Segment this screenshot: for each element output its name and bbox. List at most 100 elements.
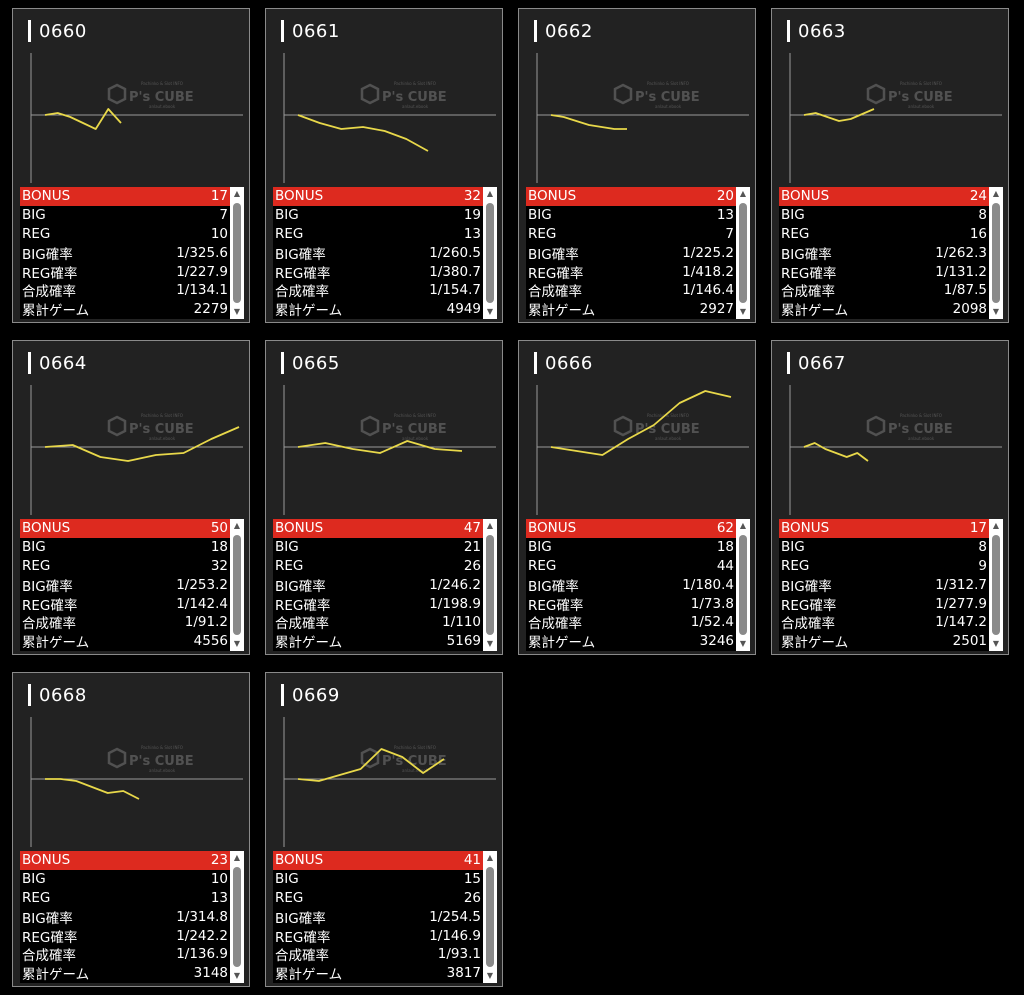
scroll-up-arrow-icon[interactable]: ▲ bbox=[992, 189, 1000, 198]
machine-card[interactable]: 0662 P's CUBE Pachinko & Slot INFO anlaut.e… bbox=[518, 8, 756, 323]
scroll-down-arrow-icon[interactable]: ▼ bbox=[486, 307, 494, 316]
header-accent-bar bbox=[281, 684, 284, 706]
scroll-down-arrow-icon[interactable]: ▼ bbox=[739, 307, 747, 316]
scroll-up-arrow-icon[interactable]: ▲ bbox=[233, 853, 241, 862]
bonus-row: BONUS 24 bbox=[779, 187, 989, 206]
machine-card[interactable]: 0661 P's CUBE Pachinko & Slot INFO anlaut.e… bbox=[265, 8, 503, 323]
svg-text:P's CUBE: P's CUBE bbox=[382, 90, 447, 105]
stat-row: BIG確率 1/254.5 bbox=[273, 907, 483, 927]
scroll-up-arrow-icon[interactable]: ▲ bbox=[739, 189, 747, 198]
scroll-thumb[interactable] bbox=[992, 535, 1000, 635]
scroll-thumb[interactable] bbox=[486, 867, 494, 967]
scroll-up-arrow-icon[interactable]: ▲ bbox=[486, 853, 494, 862]
stat-value: 1/227.9 bbox=[176, 263, 228, 280]
machine-card[interactable]: 0665 P's CUBE Pachinko & Slot INFO anlaut.e… bbox=[265, 340, 503, 655]
stat-value: 1/134.1 bbox=[176, 282, 228, 299]
stats-scrollbar[interactable]: ▲ ▼ bbox=[483, 851, 497, 983]
scroll-thumb[interactable] bbox=[233, 203, 241, 303]
machine-number: 0660 bbox=[39, 20, 87, 42]
svg-text:anlaut.ebook: anlaut.ebook bbox=[402, 436, 429, 441]
svg-text:P's CUBE: P's CUBE bbox=[635, 90, 700, 105]
stat-value: 62 bbox=[716, 520, 734, 537]
machine-card[interactable]: 0663 P's CUBE Pachinko & Slot INFO anlaut.e… bbox=[771, 8, 1009, 323]
scroll-thumb[interactable] bbox=[486, 203, 494, 303]
scroll-up-arrow-icon[interactable]: ▲ bbox=[486, 521, 494, 530]
scroll-down-arrow-icon[interactable]: ▼ bbox=[486, 971, 494, 980]
stat-row: REG 7 bbox=[526, 225, 736, 244]
header-accent-bar bbox=[534, 20, 537, 42]
header-accent-bar bbox=[28, 20, 31, 42]
stat-row: BIG確率 1/253.2 bbox=[20, 575, 230, 595]
stat-row: BIG 10 bbox=[20, 870, 230, 889]
slump-graph: P's CUBE Pachinko & Slot INFO anlaut.ebook bbox=[29, 381, 245, 519]
machine-card[interactable]: 0666 P's CUBE Pachinko & Slot INFO anlaut.e… bbox=[518, 340, 756, 655]
scroll-thumb[interactable] bbox=[233, 535, 241, 635]
stat-label: REG確率 bbox=[781, 265, 837, 282]
scroll-down-arrow-icon[interactable]: ▼ bbox=[233, 307, 241, 316]
stat-value: 2279 bbox=[193, 301, 228, 318]
bonus-row: BONUS 17 bbox=[20, 187, 230, 206]
machine-card[interactable]: 0669 P's CUBE Pachinko & Slot INFO anlaut.e… bbox=[265, 672, 503, 987]
header-accent-bar bbox=[787, 20, 790, 42]
stat-row: 累計ゲーム 2927 bbox=[526, 300, 736, 319]
machine-card[interactable]: 0668 P's CUBE Pachinko & Slot INFO anlaut.e… bbox=[12, 672, 250, 987]
machine-card[interactable]: 0667 P's CUBE Pachinko & Slot INFO anlaut.e… bbox=[771, 340, 1009, 655]
stats-scrollbar[interactable]: ▲ ▼ bbox=[483, 187, 497, 319]
svg-text:anlaut.ebook: anlaut.ebook bbox=[908, 436, 935, 441]
scroll-thumb[interactable] bbox=[739, 535, 747, 635]
pscube-watermark-logo: P's CUBE Pachinko & Slot INFO anlaut.ebook bbox=[107, 413, 194, 441]
scroll-down-arrow-icon[interactable]: ▼ bbox=[233, 639, 241, 648]
stat-label: 累計ゲーム bbox=[22, 967, 90, 984]
stat-label: BONUS bbox=[275, 852, 324, 869]
stats-scrollbar[interactable]: ▲ ▼ bbox=[736, 519, 750, 651]
stat-row: BIG 21 bbox=[273, 538, 483, 557]
stats-scrollbar[interactable]: ▲ ▼ bbox=[989, 187, 1003, 319]
scroll-up-arrow-icon[interactable]: ▲ bbox=[233, 521, 241, 530]
stats-scrollbar[interactable]: ▲ ▼ bbox=[230, 519, 244, 651]
scroll-up-arrow-icon[interactable]: ▲ bbox=[486, 189, 494, 198]
stats-scrollbar[interactable]: ▲ ▼ bbox=[989, 519, 1003, 651]
machine-number: 0662 bbox=[545, 20, 593, 42]
stat-value: 21 bbox=[463, 539, 481, 556]
stat-label: BONUS bbox=[22, 188, 71, 205]
scroll-down-arrow-icon[interactable]: ▼ bbox=[992, 639, 1000, 648]
slump-graph: P's CUBE Pachinko & Slot INFO anlaut.ebook bbox=[282, 381, 498, 519]
scroll-up-arrow-icon[interactable]: ▲ bbox=[233, 189, 241, 198]
scroll-thumb[interactable] bbox=[486, 535, 494, 635]
scroll-thumb[interactable] bbox=[992, 203, 1000, 303]
stats-table: BONUS 47 BIG 21 REG 26 BIG確率 1/246.2 REG確率 1/198.… bbox=[273, 519, 483, 651]
scroll-down-arrow-icon[interactable]: ▼ bbox=[992, 307, 1000, 316]
stats-scrollbar[interactable]: ▲ ▼ bbox=[483, 519, 497, 651]
stat-row: REG確率 1/418.2 bbox=[526, 262, 736, 282]
stat-row: 合成確率 1/52.4 bbox=[526, 613, 736, 632]
stat-row: REG 26 bbox=[273, 889, 483, 908]
stats-table: BONUS 62 BIG 18 REG 44 BIG確率 1/180.4 REG確率 1/73.8… bbox=[526, 519, 736, 651]
stats-scrollbar[interactable]: ▲ ▼ bbox=[736, 187, 750, 319]
stat-value: 9 bbox=[978, 557, 987, 574]
scroll-down-arrow-icon[interactable]: ▼ bbox=[233, 971, 241, 980]
stats-scrollbar[interactable]: ▲ ▼ bbox=[230, 187, 244, 319]
machine-card[interactable]: 0664 P's CUBE Pachinko & Slot INFO anlaut.e… bbox=[12, 340, 250, 655]
header-accent-bar bbox=[281, 20, 284, 42]
stat-row: 累計ゲーム 4556 bbox=[20, 632, 230, 651]
machine-number: 0667 bbox=[798, 352, 846, 374]
scroll-down-arrow-icon[interactable]: ▼ bbox=[739, 639, 747, 648]
stat-value: 1/314.8 bbox=[176, 908, 228, 925]
stat-value: 7 bbox=[725, 225, 734, 242]
scroll-up-arrow-icon[interactable]: ▲ bbox=[992, 521, 1000, 530]
stat-label: REG bbox=[528, 225, 557, 242]
stat-label: 合成確率 bbox=[528, 284, 582, 301]
stat-value: 1/131.2 bbox=[935, 263, 987, 280]
stat-value: 32 bbox=[463, 188, 481, 205]
scroll-thumb[interactable] bbox=[739, 203, 747, 303]
scroll-down-arrow-icon[interactable]: ▼ bbox=[486, 639, 494, 648]
machine-number: 0663 bbox=[798, 20, 846, 42]
scroll-thumb[interactable] bbox=[233, 867, 241, 967]
stat-row: BIG 7 bbox=[20, 206, 230, 225]
machine-card[interactable]: 0660 P's CUBE Pachinko & Slot INFO anlaut.e… bbox=[12, 8, 250, 323]
stat-row: BIG 13 bbox=[526, 206, 736, 225]
stat-value: 3148 bbox=[193, 965, 228, 982]
stats-scrollbar[interactable]: ▲ ▼ bbox=[230, 851, 244, 983]
scroll-up-arrow-icon[interactable]: ▲ bbox=[739, 521, 747, 530]
slump-line bbox=[803, 108, 875, 122]
